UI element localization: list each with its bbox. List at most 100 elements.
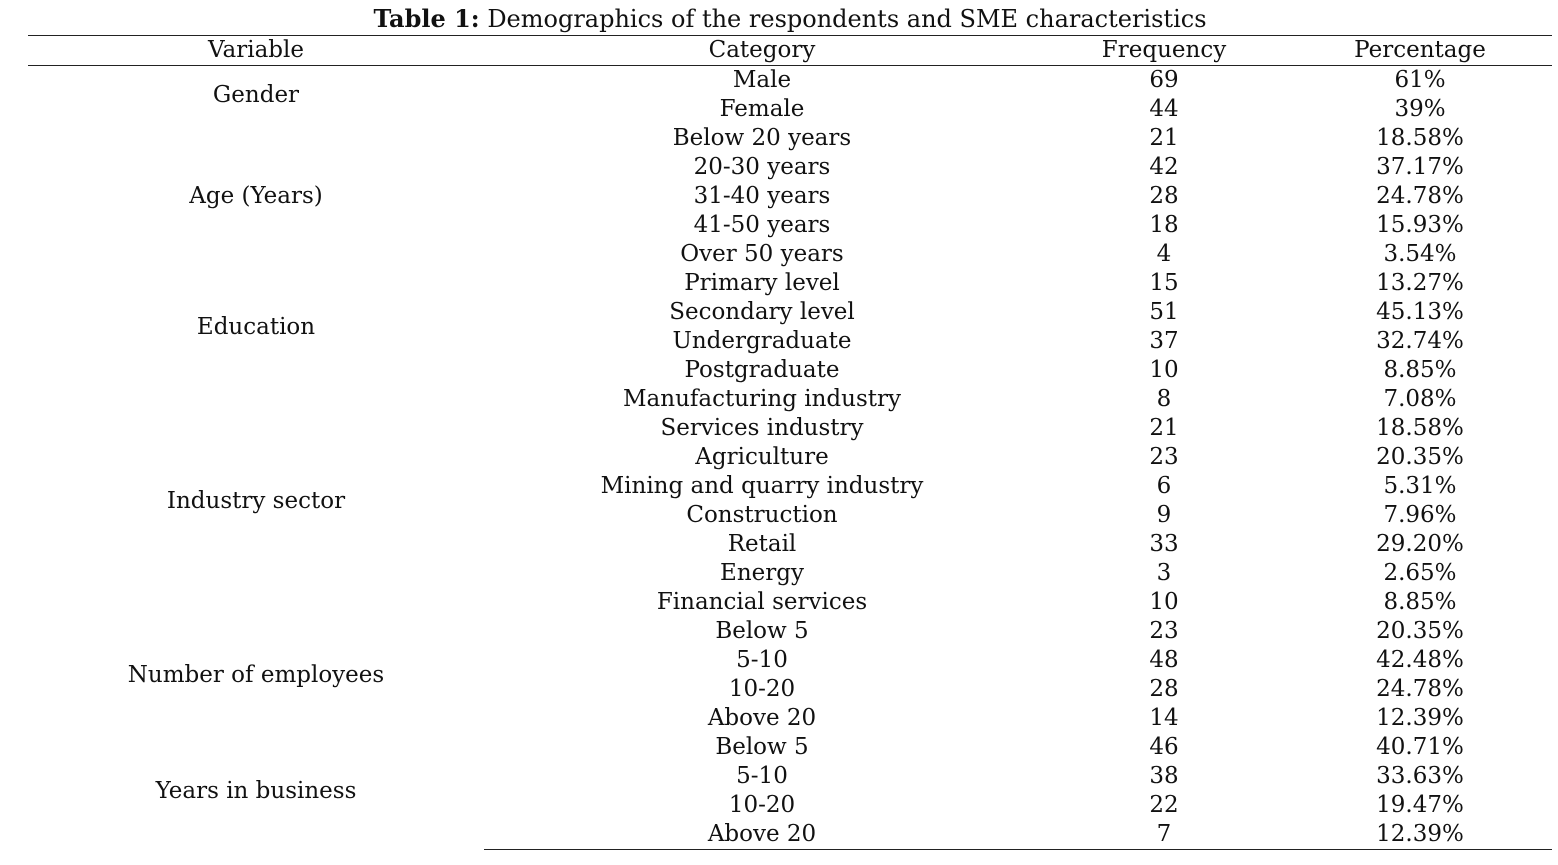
table-row: 31-40 years 28 24.78% (28, 182, 1552, 211)
category-cell: Over 50 years (680, 241, 844, 267)
percentage-cell: 19.47% (1376, 792, 1464, 818)
table-row: Agriculture 23 20.35% (28, 443, 1552, 472)
table-body: Gender Male 69 61% Female 44 39% Age (Years) Bel… (28, 66, 1552, 850)
percentage-cell: 5.31% (1383, 473, 1457, 499)
variable-cell: Education (196, 313, 316, 340)
variable-cell: Age (Years) (189, 183, 323, 209)
table-row: Postgraduate 10 8.85% (28, 356, 1552, 385)
category-cell: Below 5 (715, 618, 809, 644)
header-variable: Variable (28, 35, 484, 66)
frequency-cell: 28 (1149, 183, 1179, 209)
variable-cell: Years in business (155, 777, 357, 804)
table-row: 5-10 48 42.48% (28, 646, 1552, 675)
caption-text: Demographics of the respondents and SME … (487, 5, 1207, 33)
category-cell: Retail (727, 531, 797, 557)
header-frequency: Frequency (1040, 35, 1288, 66)
category-cell: 10-20 (728, 676, 796, 702)
header-row: Variable Category Frequency Percentage (28, 35, 1552, 66)
percentage-cell: 40.71% (1376, 734, 1464, 760)
percentage-cell: 12.39% (1376, 705, 1464, 731)
caption-label: Table 1: (373, 4, 480, 33)
percentage-cell: 39% (1394, 96, 1446, 122)
percentage-cell: 24.78% (1376, 676, 1464, 702)
percentage-cell: 45.13% (1376, 299, 1464, 325)
frequency-cell: 3 (1156, 560, 1172, 586)
frequency-cell: 9 (1156, 502, 1172, 528)
frequency-cell: 28 (1149, 676, 1179, 702)
percentage-cell: 3.54% (1383, 241, 1457, 267)
percentage-cell: 24.78% (1376, 183, 1464, 209)
percentage-cell: 13.27% (1376, 270, 1464, 296)
category-cell: Male (732, 67, 792, 93)
category-cell: Below 20 years (672, 125, 852, 151)
percentage-cell: 32.74% (1376, 328, 1464, 354)
category-cell: Above 20 (707, 705, 817, 731)
frequency-cell: 7 (1040, 820, 1288, 850)
variable-cell: Gender (212, 81, 300, 108)
demographics-table: Variable Category Frequency Percentage G… (28, 35, 1552, 850)
category-cell: 41-50 years (693, 212, 831, 238)
percentage-cell: 20.35% (1376, 444, 1464, 470)
variable-cell: Industry sector (166, 487, 346, 514)
percentage-cell: 8.85% (1383, 589, 1457, 615)
category-cell: Manufacturing industry (623, 386, 901, 412)
table-row: 10-20 28 24.78% (28, 675, 1552, 704)
table-row: Over 50 years 4 3.54% (28, 240, 1552, 269)
table-row: Secondary level 51 45.13% (28, 298, 1552, 327)
category-cell: Postgraduate (684, 357, 840, 383)
category-cell: Services industry (660, 415, 864, 441)
percentage-cell: 20.35% (1376, 618, 1464, 644)
frequency-cell: 48 (1149, 647, 1179, 673)
table-row: 5-10 38 33.63% (28, 762, 1552, 791)
frequency-cell: 4 (1156, 241, 1172, 267)
frequency-cell: 22 (1149, 792, 1179, 818)
percentage-cell: 18.58% (1376, 415, 1464, 441)
frequency-cell: 10 (1149, 357, 1179, 383)
frequency-cell: 6 (1156, 473, 1172, 499)
frequency-cell: 69 (1149, 67, 1179, 93)
table-row: 20-30 years 42 37.17% (28, 153, 1552, 182)
frequency-cell: 42 (1149, 154, 1179, 180)
percentage-cell: 12.39% (1288, 820, 1552, 850)
frequency-cell: 14 (1149, 705, 1179, 731)
category-cell: 20-30 years (693, 154, 831, 180)
table-row: Age (Years) Below 20 years 21 18.58% (28, 124, 1552, 209)
category-cell: 10-20 (728, 792, 796, 818)
table-row: Undergraduate 37 32.74% (28, 327, 1552, 356)
frequency-cell: 46 (1149, 734, 1179, 760)
percentage-cell: 33.63% (1376, 763, 1464, 789)
variable-cell: Number of employees (127, 661, 385, 688)
percentage-cell: 29.20% (1376, 531, 1464, 557)
percentage-cell: 7.96% (1383, 502, 1457, 528)
category-cell: Financial services (656, 589, 868, 615)
table-row: Gender Male 69 61% (28, 66, 1552, 108)
table-row: Female 44 39% (28, 95, 1552, 124)
percentage-cell: 8.85% (1383, 357, 1457, 383)
category-cell: Agriculture (695, 444, 829, 470)
table-row: Financial services 10 8.85% (28, 588, 1552, 617)
table-row: Above 20 7 12.39% (28, 820, 1552, 850)
table-row: 10-20 22 19.47% (28, 791, 1552, 820)
percentage-cell: 15.93% (1376, 212, 1464, 238)
table-row: Years in business Below 5 46 40.71% (28, 733, 1552, 804)
category-cell: Primary level (684, 270, 840, 296)
table-row: 41-50 years 18 15.93% (28, 211, 1552, 240)
frequency-cell: 10 (1149, 589, 1179, 615)
table-row: Education Primary level 15 13.27% (28, 269, 1552, 340)
table-row: Energy 3 2.65% (28, 559, 1552, 588)
category-cell: Female (719, 96, 805, 122)
frequency-cell: 21 (1149, 125, 1179, 151)
percentage-cell: 18.58% (1376, 125, 1464, 151)
frequency-cell: 15 (1149, 270, 1179, 296)
category-cell: Undergraduate (672, 328, 852, 354)
header-percentage: Percentage (1288, 35, 1552, 66)
table-row: Services industry 21 18.58% (28, 414, 1552, 443)
category-cell: Secondary level (669, 299, 855, 325)
frequency-cell: 23 (1149, 618, 1179, 644)
percentage-cell: 37.17% (1376, 154, 1464, 180)
category-cell: Construction (686, 502, 838, 528)
frequency-cell: 18 (1149, 212, 1179, 238)
frequency-cell: 38 (1149, 763, 1179, 789)
percentage-cell: 61% (1394, 67, 1446, 93)
